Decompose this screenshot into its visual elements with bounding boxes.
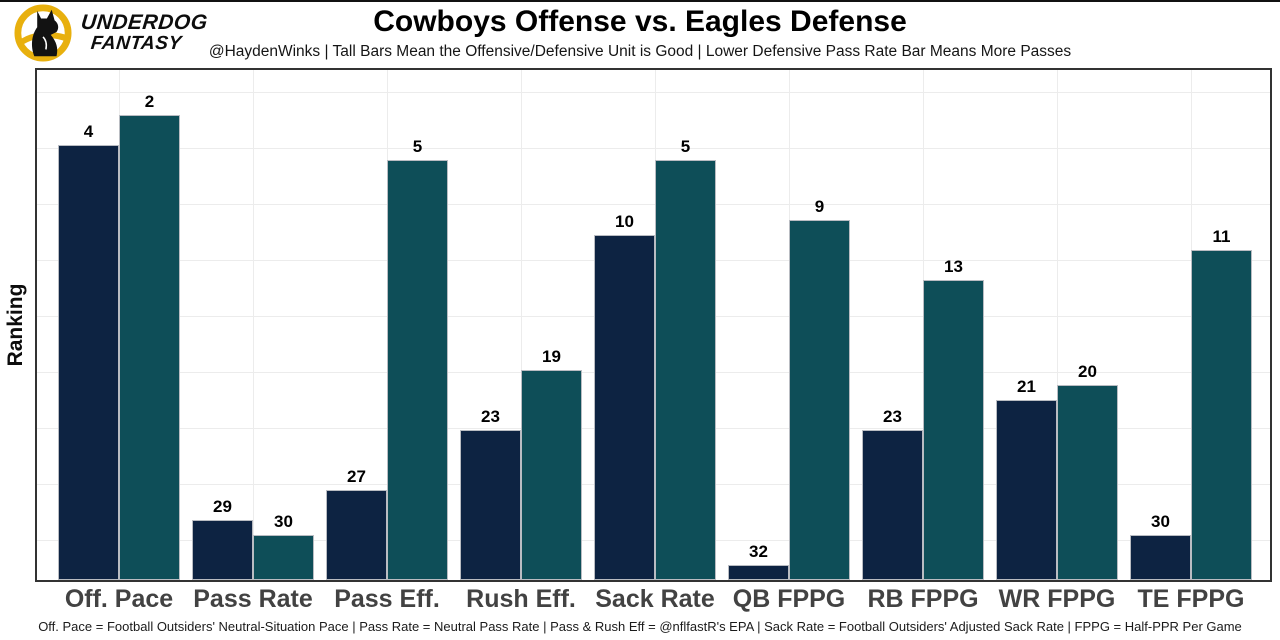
bar-eagles-defense-te-fppg bbox=[1191, 250, 1252, 580]
bar-cowboys-offense-wr-fppg bbox=[996, 400, 1057, 580]
gridline-v bbox=[253, 70, 254, 580]
y-axis-label: Ranking bbox=[4, 283, 27, 367]
bar-group-sack-rate: 10 5 bbox=[594, 70, 716, 580]
bar-eagles-defense-rush-eff bbox=[521, 370, 582, 580]
bar-cowboys-offense-pass-eff bbox=[326, 490, 387, 580]
plot-area: 4 2 29 30 27 5 23 19 10 5 32 9 23 13 21 20 30 11 bbox=[35, 68, 1272, 582]
bar-cowboys-offense-sack-rate bbox=[594, 235, 655, 580]
bar-group-pass-eff: 27 5 bbox=[326, 70, 448, 580]
bar-eagles-defense-qb-fppg bbox=[789, 220, 850, 580]
bar-group-te-fppg: 30 11 bbox=[1130, 70, 1252, 580]
bar-value-label: 19 bbox=[542, 347, 561, 366]
bar-cowboys-offense-qb-fppg bbox=[728, 565, 789, 580]
category-label-off-pace: Off. Pace bbox=[64, 585, 174, 613]
category-label-rush-eff: Rush Eff. bbox=[466, 585, 576, 613]
category-label-te-fppg: TE FPPG bbox=[1137, 585, 1245, 613]
bar-group-rb-fppg: 23 13 bbox=[862, 70, 984, 580]
gridline-h bbox=[37, 148, 1270, 149]
gridline-v bbox=[1057, 70, 1058, 580]
top-border bbox=[0, 0, 1280, 2]
bar-eagles-defense-pass-rate bbox=[253, 535, 314, 580]
bar-cowboys-offense-off-pace bbox=[58, 145, 119, 580]
bar-value-label: 5 bbox=[412, 137, 423, 156]
bar-value-label: 21 bbox=[1017, 377, 1036, 396]
category-label-qb-fppg: QB FPPG bbox=[732, 585, 846, 613]
bar-cowboys-offense-rb-fppg bbox=[862, 430, 923, 580]
bar-eagles-defense-rb-fppg bbox=[923, 280, 984, 580]
category-label-rb-fppg: RB FPPG bbox=[867, 585, 979, 613]
bar-value-label: 11 bbox=[1212, 227, 1231, 246]
bar-value-label: 23 bbox=[481, 407, 500, 426]
bar-value-label: 13 bbox=[944, 257, 963, 276]
footnote: Off. Pace = Football Outsiders' Neutral-… bbox=[38, 619, 1242, 634]
bar-value-label: 29 bbox=[213, 497, 232, 516]
underdog-fantasy-logo: UNDERDOG FANTASY bbox=[14, 4, 209, 62]
bar-group-qb-fppg: 32 9 bbox=[728, 70, 850, 580]
bar-group-rush-eff: 23 19 bbox=[460, 70, 582, 580]
bar-value-label: 23 bbox=[883, 407, 902, 426]
bar-value-label: 20 bbox=[1078, 362, 1097, 381]
bar-value-label: 2 bbox=[144, 92, 155, 111]
gridline-h bbox=[37, 204, 1270, 205]
bar-group-wr-fppg: 21 20 bbox=[996, 70, 1118, 580]
category-label-sack-rate: Sack Rate bbox=[595, 585, 715, 613]
gridline-h bbox=[37, 92, 1270, 93]
bar-value-label: 9 bbox=[814, 197, 825, 216]
chart-title: Cowboys Offense vs. Eagles Defense bbox=[373, 5, 907, 38]
bar-value-label: 32 bbox=[749, 542, 768, 561]
chart-subtitle: @HaydenWinks | Tall Bars Mean the Offens… bbox=[208, 43, 1072, 60]
dog-logo-icon bbox=[14, 4, 72, 62]
bar-cowboys-offense-te-fppg bbox=[1130, 535, 1191, 580]
category-label-pass-rate: Pass Rate bbox=[193, 585, 313, 613]
bar-eagles-defense-sack-rate bbox=[655, 160, 716, 580]
x-axis-labels: Off. Pace Pass Rate Pass Eff. Rush Eff. Sack… bbox=[0, 585, 1280, 615]
bar-value-label: 30 bbox=[274, 512, 293, 531]
bar-eagles-defense-wr-fppg bbox=[1057, 385, 1118, 580]
bar-value-label: 27 bbox=[347, 467, 366, 486]
bar-value-label: 10 bbox=[615, 212, 634, 231]
bar-cowboys-offense-rush-eff bbox=[460, 430, 521, 580]
bar-cowboys-offense-pass-rate bbox=[192, 520, 253, 580]
bar-group-pass-rate: 29 30 bbox=[192, 70, 314, 580]
gridline-v bbox=[521, 70, 522, 580]
category-label-wr-fppg: WR FPPG bbox=[998, 585, 1116, 613]
bar-eagles-defense-off-pace bbox=[119, 115, 180, 580]
bar-value-label: 30 bbox=[1151, 512, 1170, 531]
bar-value-label: 4 bbox=[83, 122, 94, 141]
bar-value-label: 5 bbox=[680, 137, 691, 156]
bar-eagles-defense-pass-eff bbox=[387, 160, 448, 580]
category-label-pass-eff: Pass Eff. bbox=[334, 585, 440, 613]
